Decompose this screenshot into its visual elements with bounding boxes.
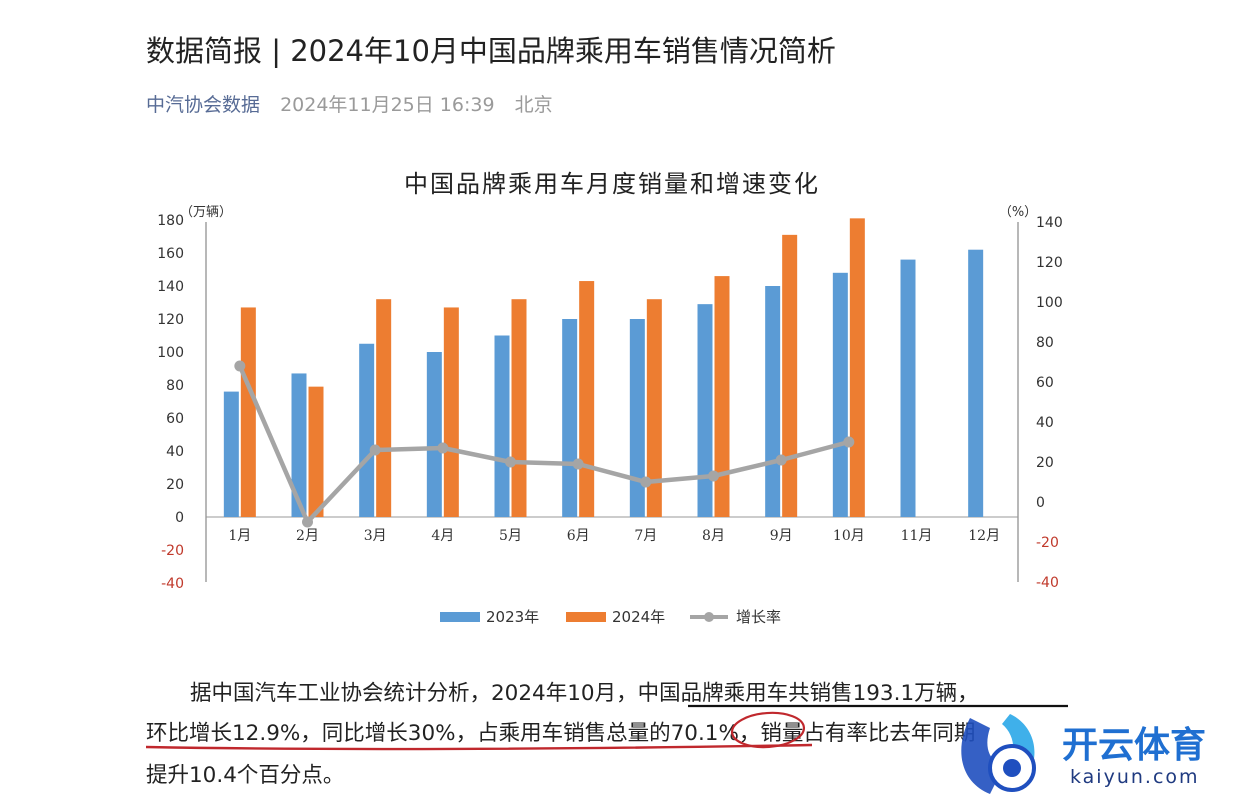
y-right-tick-label: 40 (1036, 415, 1054, 431)
bar-2024 (308, 386, 324, 517)
legend-marker-growth (704, 612, 714, 622)
bar-2023 (359, 343, 375, 517)
kaiyun-logo-icon (961, 714, 1036, 794)
growth-rate-point (843, 436, 855, 448)
growth-rate-line (237, 365, 850, 525)
growth-rate-point (302, 516, 313, 528)
y-left-tick-label: 0 (175, 510, 184, 526)
growth-rate-point (369, 444, 381, 456)
bar-2024 (782, 234, 798, 517)
bar-2024 (579, 281, 595, 517)
paragraph-line-3: 提升10.4个百分点。 (146, 758, 344, 789)
growth-rate-point (708, 470, 719, 482)
chart-title: 中国品牌乘用车月度销量和增速变化 (404, 170, 820, 198)
x-tick-label: 6月 (567, 528, 590, 544)
para-text-1b: 中国品牌乘用车共销售193.1万辆， (637, 681, 979, 706)
watermark-brand: 开云体育 (1062, 725, 1207, 766)
article-title: 数据简报 | 2024年10月中国品牌乘用车销售情况简析 (146, 34, 836, 68)
growth-rate-point (437, 442, 449, 454)
legend-swatch-2023 (440, 612, 480, 622)
growth-rate-point (775, 454, 787, 466)
x-tick-label: 1月 (228, 528, 251, 544)
y-right-tick-label: 80 (1036, 335, 1054, 351)
y-right-tick-label: 100 (1036, 295, 1063, 311)
y-left-tick-label: 20 (166, 477, 184, 493)
bar-2023 (291, 373, 307, 517)
y-right-tick-label: 140 (1036, 215, 1063, 231)
x-tick-label: 2月 (296, 528, 319, 544)
paragraph-line-1: 据中国汽车工业协会统计分析，2024年10月，中国品牌乘用车共销售193.1万辆… (190, 676, 979, 707)
y-right-unit: （%） (999, 205, 1037, 220)
bar-2023 (223, 391, 239, 517)
bar-2023 (494, 335, 510, 517)
bar-2023 (629, 319, 645, 517)
x-tick-label: 5月 (499, 528, 522, 544)
x-tick-label: 9月 (770, 528, 793, 544)
legend-label-growth: 增长率 (736, 608, 781, 626)
y-left-tick-label: 100 (157, 345, 184, 361)
para-text-2c: ，销量占有率比去年同期 (738, 721, 976, 746)
y-left-tick-label: 160 (157, 246, 184, 262)
y-left-tick-label: -20 (161, 543, 184, 559)
bar-2024 (240, 307, 256, 517)
watermark-domain: kaiyun.com (1070, 766, 1200, 788)
bar-2024 (714, 276, 730, 517)
para-text-1a: 据中国汽车工业协会统计分析，2024年10月， (190, 681, 638, 706)
y-left-tick-label: 180 (157, 213, 184, 229)
bar-2024 (443, 307, 459, 517)
para-text-2b: 70.1% (670, 721, 739, 746)
y-left-tick-label: 60 (166, 411, 184, 427)
y-right-tick-label: 120 (1036, 255, 1063, 271)
x-tick-label: 11月 (901, 528, 933, 544)
para-text-3: 提升10.4个百分点。 (146, 763, 345, 788)
y-left-tick-label: 120 (157, 312, 184, 328)
watermark-logo: 开云体育 kaiyun.com (950, 706, 1242, 806)
red-circle (730, 711, 806, 749)
x-tick-label: 8月 (702, 528, 725, 544)
x-tick-label: 10月 (833, 528, 865, 544)
para-text-2a: 环比增长12.9%，同比增长30%，占乘用车销售总量的 (146, 721, 671, 746)
y-right-tick-label: 20 (1036, 455, 1054, 471)
bar-2023 (697, 304, 713, 517)
source-link[interactable]: 中汽协会数据 (146, 94, 261, 116)
sales-chart: 中国品牌乘用车月度销量和增速变化 （万辆） （%） 180 160 140 120 100 80… (157, 170, 1063, 626)
publish-location: 北京 (514, 94, 553, 116)
y-right-tick-label: -40 (1036, 575, 1059, 591)
x-tick-label: 4月 (431, 528, 454, 544)
bar-2023 (832, 272, 848, 517)
y-left-tick-label: 80 (166, 378, 184, 394)
bar-2023 (900, 259, 916, 517)
x-tick-label: 3月 (364, 528, 387, 544)
publish-time: 2024年11月25日 16:39 (280, 94, 495, 116)
y-left-tick-label: 140 (157, 279, 184, 295)
article-meta: 中汽协会数据 2024年11月25日 16:39 北京 (146, 90, 553, 117)
bar-2023 (426, 352, 442, 517)
y-right-tick-label: 60 (1036, 375, 1054, 391)
growth-rate-point (505, 456, 516, 468)
paragraph-line-2: 环比增长12.9%，同比增长30%，占乘用车销售总量的70.1%，销量占有率比去… (146, 716, 975, 747)
growth-rate-point (572, 458, 584, 470)
growth-rate-point (640, 476, 652, 488)
y-right-tick-label: -20 (1036, 535, 1059, 551)
bar-2023 (968, 249, 984, 517)
legend-label-2023: 2023年 (486, 608, 539, 626)
bar-2024 (646, 299, 662, 517)
x-tick-label: 12月 (968, 528, 1000, 544)
growth-rate-point (234, 360, 246, 372)
y-right-tick-label: 0 (1036, 495, 1045, 511)
bar-2023 (562, 319, 578, 517)
y-left-tick-label: 40 (166, 444, 184, 460)
legend-swatch-2024 (566, 612, 606, 622)
x-tick-label: 7月 (634, 528, 657, 544)
y-left-unit: （万辆） (180, 205, 232, 220)
y-left-tick-label: -40 (161, 576, 184, 592)
bar-2024 (376, 299, 392, 517)
legend-label-2024: 2024年 (612, 608, 665, 626)
red-underline (145, 743, 813, 751)
